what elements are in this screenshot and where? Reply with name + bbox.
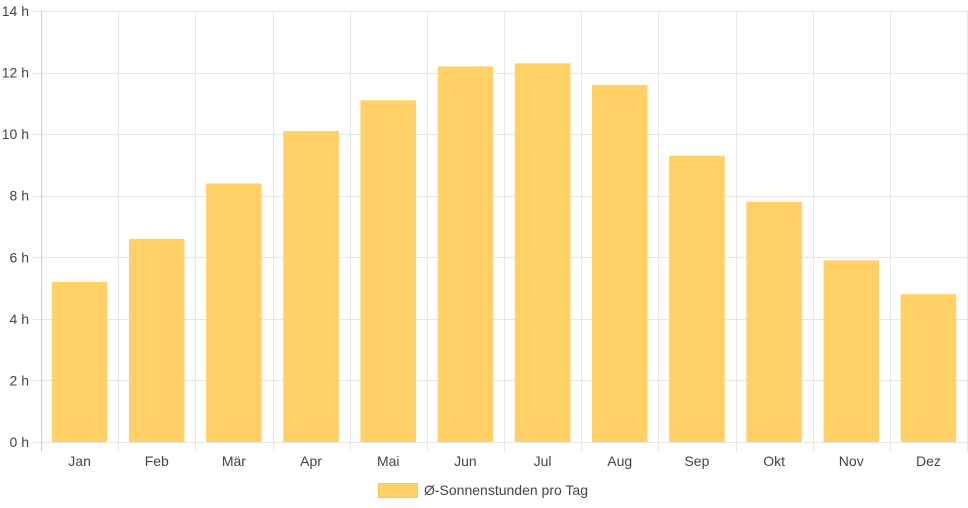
y-tick-label: 12 h bbox=[2, 65, 29, 81]
legend-label: Ø-Sonnenstunden pro Tag bbox=[424, 482, 588, 498]
bar[interactable] bbox=[823, 260, 880, 442]
x-tick-label: Jun bbox=[454, 453, 477, 469]
bar[interactable] bbox=[206, 183, 262, 442]
bar[interactable] bbox=[669, 155, 725, 442]
x-tick-label: Aug bbox=[607, 453, 632, 469]
bar[interactable] bbox=[360, 100, 417, 443]
y-axis-ticks: 0 h 2 h 4 h 6 h 8 h 10 h 12 h 14 h bbox=[2, 3, 29, 450]
bar[interactable] bbox=[900, 294, 957, 442]
y-tick-label: 2 h bbox=[10, 372, 29, 388]
bar[interactable] bbox=[437, 66, 494, 443]
x-tick-label: Apr bbox=[300, 453, 322, 469]
bar[interactable] bbox=[283, 131, 339, 443]
y-tick-label: 6 h bbox=[10, 249, 29, 265]
x-tick-label: Mai bbox=[377, 453, 400, 469]
x-tick-label: Dez bbox=[916, 453, 941, 469]
legend-swatch bbox=[378, 482, 418, 498]
y-tick-label: 10 h bbox=[2, 126, 29, 142]
x-tick-label: Feb bbox=[145, 453, 169, 469]
x-tick-label: Okt bbox=[763, 453, 785, 469]
bar[interactable] bbox=[591, 84, 648, 442]
x-tick-label: Jan bbox=[68, 453, 91, 469]
grid-lines bbox=[33, 11, 968, 451]
bar[interactable] bbox=[51, 281, 108, 442]
bars-group bbox=[51, 63, 957, 443]
y-tick-label: 0 h bbox=[10, 434, 29, 450]
y-tick-label: 4 h bbox=[10, 311, 29, 327]
x-tick-label: Jul bbox=[534, 453, 552, 469]
y-tick-label: 8 h bbox=[10, 188, 29, 204]
bar[interactable] bbox=[514, 63, 571, 442]
x-axis-ticks: Jan Feb Mär Apr Mai Jun Jul Aug Sep Okt Nov Dez bbox=[68, 453, 941, 469]
bar[interactable] bbox=[128, 238, 185, 442]
bar[interactable] bbox=[746, 201, 802, 442]
y-tick-label: 14 h bbox=[2, 3, 29, 19]
x-tick-label: Mär bbox=[222, 453, 246, 469]
x-tick-label: Nov bbox=[839, 453, 864, 469]
legend[interactable]: Ø-Sonnenstunden pro Tag bbox=[378, 480, 588, 500]
x-tick-label: Sep bbox=[684, 453, 709, 469]
